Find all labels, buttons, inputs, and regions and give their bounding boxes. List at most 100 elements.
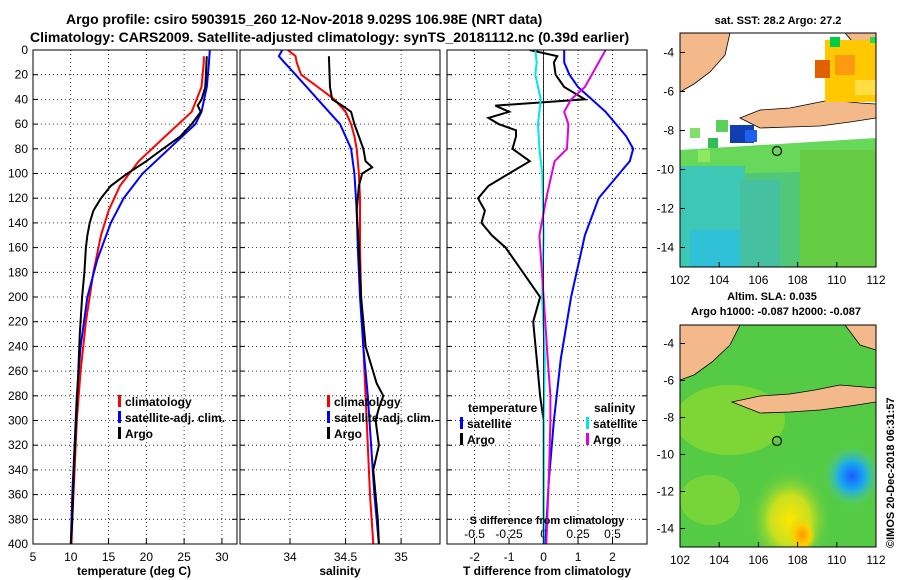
legend-label: satellite: [593, 417, 638, 431]
map-y-tick-label: -8: [663, 411, 674, 425]
depth-tick-label: 320: [8, 438, 28, 452]
t-diff-tick-label: -1: [504, 550, 515, 564]
depth-tick-label: 60: [15, 117, 29, 131]
legend-label: satellite: [467, 417, 512, 431]
s-difference-xlabel: S difference from climatology: [470, 515, 626, 527]
series-line-salinity-argo: [538, 50, 607, 544]
salinity-xlabel: salinity: [319, 564, 361, 578]
map-y-tick-label: -12: [657, 485, 675, 499]
depth-tick-label: 200: [8, 290, 28, 304]
map-x-tick-label: 104: [709, 273, 729, 287]
depth-tick-label: 100: [8, 167, 28, 181]
temperature-panel: 5 10 15 20 25 30 climatology satellite-adj. cli…: [30, 49, 238, 564]
temperature-legend: climatology satellite-adj. clim. Argo: [118, 395, 225, 441]
map-x-tick-label: 104: [709, 553, 729, 567]
legend-swatch: [586, 417, 589, 429]
legend-label: climatology: [125, 395, 192, 409]
sst-argo-marker: [771, 145, 783, 157]
t-diff-tick-label: 2: [609, 550, 616, 564]
panel-frame: [446, 49, 648, 545]
map-y-tick-label: -4: [663, 337, 674, 351]
depth-tick-label: 260: [8, 364, 28, 378]
title-line-1: Argo profile: csiro 5903915_260 12-Nov-2…: [66, 11, 542, 27]
legend-swatch: [586, 433, 589, 445]
legend-label: Argo: [125, 427, 153, 441]
depth-tick-label: 220: [8, 315, 28, 329]
depth-tick-label: 380: [8, 512, 28, 526]
x-tick-label: 5: [30, 550, 37, 564]
map-y-tick-label: -10: [657, 448, 675, 462]
t-diff-tick-label: 0: [540, 550, 547, 564]
legend-swatch: [460, 417, 463, 429]
map-y-tick-label: -12: [657, 202, 675, 216]
sla-map-title: Altim. SLA: 0.035: [727, 291, 817, 303]
x-tick-label: 15: [102, 550, 116, 564]
map-x-tick-label: 106: [748, 273, 768, 287]
map-y-tick-label: -4: [663, 46, 674, 60]
t-diff-tick-label: -2: [469, 550, 480, 564]
map-x-tick-label: 110: [827, 273, 846, 287]
depth-tick-label: 140: [8, 216, 28, 230]
map-y-tick-label: -14: [657, 241, 675, 255]
panel-frame: [32, 49, 238, 545]
x-tick-label: 20: [140, 550, 154, 564]
series-line-satellite-adj-clim-: [277, 50, 380, 544]
salinity-legend: climatology satellite-adj. clim. Argo: [327, 395, 434, 441]
series-line-argo: [327, 56, 385, 544]
map-y-tick-label: -8: [663, 124, 674, 138]
sla-map: Altim. SLA: 0.035 Argo h1000: -0.087 h20…: [657, 291, 886, 567]
sst-map: sat. SST: 28.2 Argo: 27.2: [657, 15, 886, 287]
depth-tick-label: 120: [8, 191, 28, 205]
map-x-tick-label: 112: [866, 553, 885, 567]
series-line-climatology: [287, 50, 375, 544]
t-difference-xlabel: T difference from climatology: [463, 564, 631, 578]
depth-tick-label: 160: [8, 241, 28, 255]
x-tick-label: 34.5: [334, 550, 358, 564]
map-x-tick-label: 108: [788, 553, 808, 567]
series-line-argo: [69, 56, 208, 544]
legend-swatch: [118, 411, 121, 423]
series-group: [277, 50, 385, 544]
sla-map-subtitle: Argo h1000: -0.087 h2000: -0.087: [691, 306, 861, 318]
map-y-tick-label: -6: [663, 85, 674, 99]
legend-label: climatology: [334, 395, 401, 409]
map-y-tick-label: -6: [663, 374, 674, 388]
map-x-tick-label: 106: [748, 553, 768, 567]
map-y-tick-label: -10: [657, 163, 675, 177]
timestamp: ©IMOS 20-Dec-2018 06:31:57: [885, 397, 897, 548]
depth-tick-label: 300: [8, 414, 28, 428]
x-tick-label: 25: [177, 550, 191, 564]
legend-swatch: [118, 395, 121, 407]
temperature-xlabel: temperature (deg C): [77, 564, 191, 578]
depth-axis-labels: 0 20 40 60 80 100 120 140 160 180 200 220 240 260 280 3…: [8, 43, 28, 551]
legend-label: satellite-adj. clim.: [125, 411, 225, 425]
map-x-tick-label: 108: [788, 273, 808, 287]
legend-swatch: [327, 395, 330, 407]
map-y-tick-label: -14: [657, 522, 675, 536]
sla-argo-marker: [771, 435, 783, 447]
depth-tick-label: 360: [8, 488, 28, 502]
difference-legend: temperature salinity satellite Argo satellit…: [460, 401, 638, 447]
panel-frame: [239, 49, 441, 545]
legend-swatch: [327, 411, 330, 423]
sst-map-title: sat. SST: 28.2 Argo: 27.2: [715, 15, 842, 27]
s-diff-tick-label: 0.5: [604, 527, 621, 541]
map-x-tick-label: 102: [670, 273, 690, 287]
depth-tick-label: 400: [8, 537, 28, 551]
map-x-tick-label: 112: [866, 273, 885, 287]
legend-title-salinity: salinity: [594, 401, 636, 415]
depth-tick-label: 40: [15, 92, 29, 106]
depth-tick-label: 240: [8, 339, 28, 353]
legend-title-temperature: temperature: [468, 401, 538, 415]
s-diff-tick-label: -0.5: [464, 527, 485, 541]
map-x-tick-label: 110: [827, 553, 846, 567]
x-tick-label: 34: [283, 550, 297, 564]
legend-swatch: [118, 427, 121, 439]
s-diff-tick-label: -0.25: [495, 527, 523, 541]
legend-swatch: [327, 427, 330, 439]
depth-tick-label: 20: [15, 68, 29, 82]
x-tick-label: 30: [215, 550, 229, 564]
salinity-panel: 34 34.5 35 climatology satellite-adj. clim. A…: [239, 49, 441, 564]
